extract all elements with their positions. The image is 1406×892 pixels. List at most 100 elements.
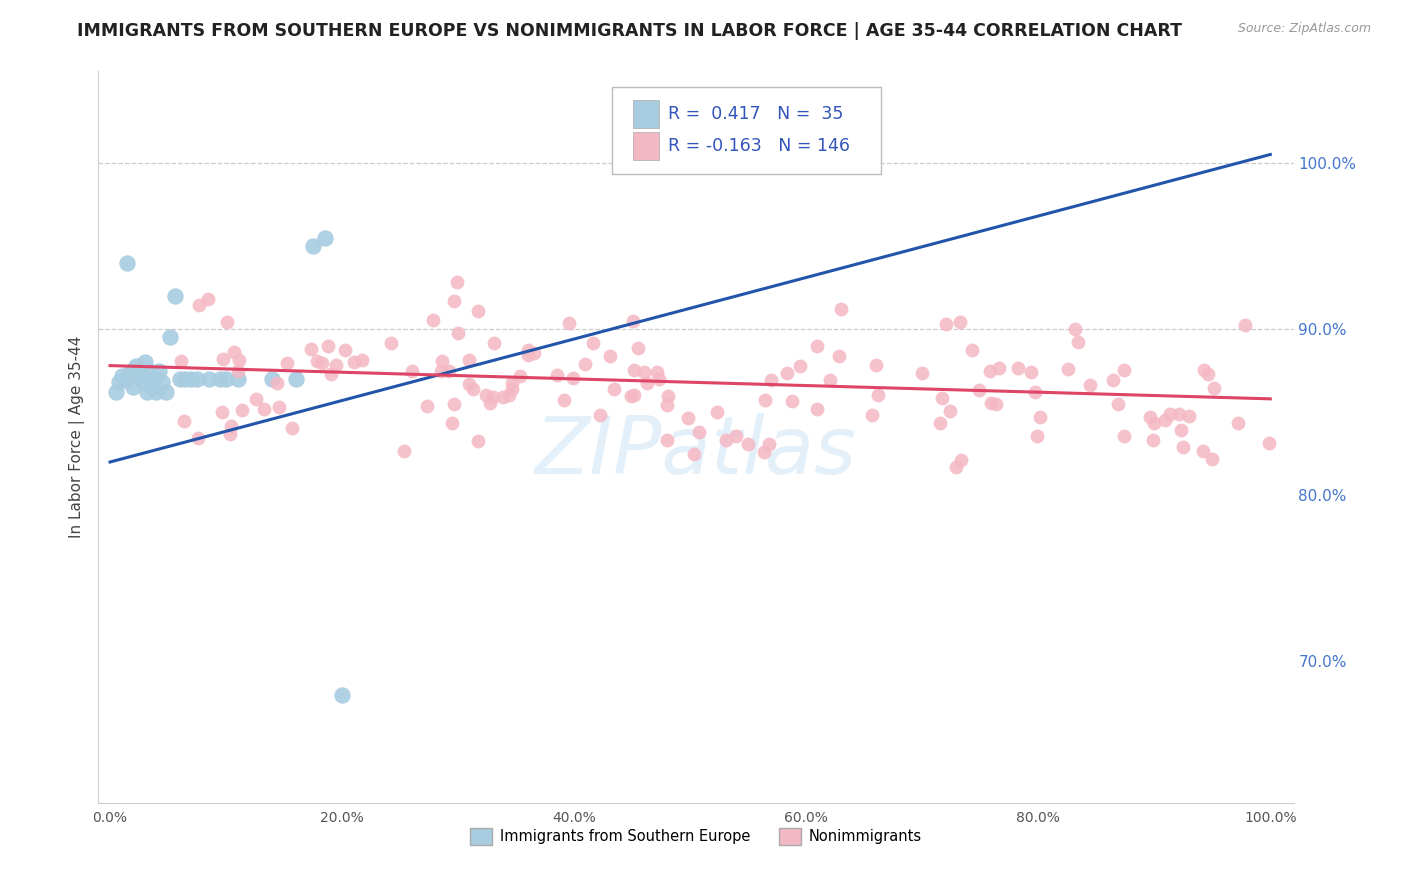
Point: [150, 375, 173, 389]
Point: [443, 397, 465, 411]
Point: [1007, 361, 1029, 376]
Point: [716, 433, 738, 447]
Point: [776, 366, 799, 380]
Point: [929, 416, 952, 430]
Point: [321, 367, 343, 381]
Point: [122, 380, 145, 394]
Point: [706, 405, 728, 419]
Point: [1112, 363, 1135, 377]
Point: [209, 372, 232, 386]
Point: [1057, 361, 1080, 376]
Point: [498, 388, 520, 402]
Point: [558, 316, 581, 330]
Point: [443, 293, 465, 308]
Point: [501, 382, 523, 396]
Point: [603, 382, 626, 396]
Point: [129, 368, 152, 383]
Point: [655, 398, 678, 412]
Point: [1064, 322, 1087, 336]
Point: [228, 352, 250, 367]
Point: [458, 377, 481, 392]
Point: [759, 374, 782, 388]
Point: [1029, 410, 1052, 425]
Point: [627, 341, 650, 355]
Point: [949, 315, 972, 329]
Point: [114, 372, 136, 386]
Point: [1143, 417, 1166, 431]
Point: [187, 431, 209, 445]
Point: [1025, 429, 1047, 443]
Point: [314, 230, 336, 244]
Point: [253, 401, 276, 416]
Point: [806, 338, 828, 352]
Point: [623, 363, 645, 377]
Point: [780, 394, 803, 409]
Point: [1170, 423, 1192, 437]
Point: [437, 364, 460, 378]
Point: [1257, 435, 1279, 450]
Point: [980, 396, 1002, 410]
Point: [1024, 384, 1046, 399]
Bar: [633, 100, 659, 128]
Point: [620, 389, 643, 403]
Point: [1067, 334, 1090, 349]
Legend: Immigrants from Southern Europe, Nonimmigrants: Immigrants from Southern Europe, Nonimmi…: [464, 822, 928, 850]
Point: [517, 348, 540, 362]
Point: [262, 372, 284, 386]
Point: [676, 411, 699, 425]
Point: [1021, 365, 1043, 379]
Point: [1154, 412, 1177, 426]
Point: [197, 372, 219, 386]
Point: [939, 404, 962, 418]
Point: [969, 384, 991, 398]
Point: [516, 343, 538, 357]
Point: [621, 314, 644, 328]
Point: [1191, 443, 1213, 458]
Point: [599, 349, 621, 363]
Point: [860, 408, 883, 422]
Point: [987, 361, 1010, 376]
Point: [219, 427, 242, 442]
Point: [187, 297, 209, 311]
Point: [546, 368, 568, 382]
Point: [935, 318, 957, 332]
Point: [636, 376, 658, 390]
Point: [818, 373, 841, 387]
Point: [789, 359, 811, 373]
Point: [657, 389, 679, 403]
Text: R =  0.417   N =  35: R = 0.417 N = 35: [668, 104, 844, 123]
Point: [111, 368, 134, 383]
Point: [392, 443, 415, 458]
Point: [479, 395, 502, 409]
Point: [463, 382, 485, 396]
Point: [148, 363, 170, 377]
Point: [138, 363, 160, 377]
Point: [1159, 407, 1181, 421]
Point: [682, 447, 704, 461]
Point: [806, 401, 828, 416]
Point: [117, 255, 139, 269]
Point: [311, 356, 333, 370]
Point: [211, 405, 233, 419]
Point: [931, 391, 953, 405]
Point: [984, 397, 1007, 411]
Point: [648, 372, 671, 386]
Point: [401, 364, 423, 378]
FancyBboxPatch shape: [613, 87, 882, 174]
Point: [180, 372, 202, 386]
Point: [124, 359, 146, 373]
Point: [828, 350, 851, 364]
Point: [865, 358, 887, 372]
Point: [163, 289, 186, 303]
Point: [226, 372, 249, 386]
Point: [574, 357, 596, 371]
Point: [1204, 381, 1226, 395]
Point: [509, 369, 531, 384]
Point: [979, 364, 1001, 378]
Point: [446, 276, 468, 290]
Point: [330, 688, 353, 702]
Point: [589, 408, 612, 422]
Point: [1192, 363, 1215, 377]
Point: [228, 363, 250, 377]
Point: [868, 388, 890, 402]
